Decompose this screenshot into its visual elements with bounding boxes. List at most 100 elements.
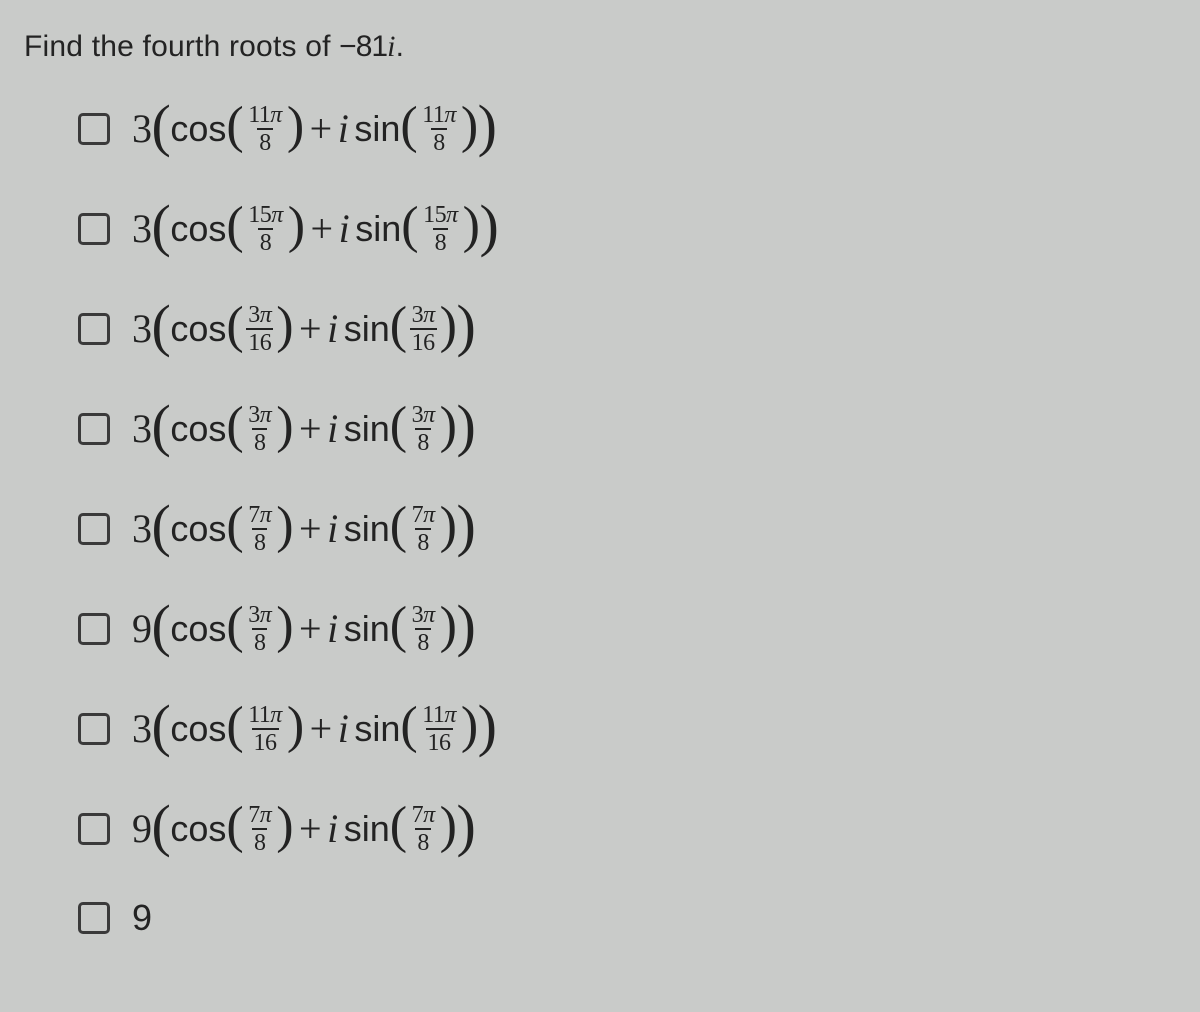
- paren-close: ): [478, 697, 497, 755]
- cos-label: cos: [170, 711, 226, 747]
- prompt-period: .: [396, 30, 405, 63]
- fraction-numerator: 15π: [421, 203, 460, 228]
- fraction: 3π8: [246, 603, 273, 655]
- answer-option: 3(cos(3π8) + isin(3π8)): [78, 400, 1176, 458]
- plus-sign: +: [299, 809, 321, 849]
- fraction-denominator: 8: [431, 128, 447, 155]
- paren-open: (: [152, 297, 171, 355]
- cos-label: cos: [170, 811, 226, 847]
- fraction: 3π16: [246, 303, 273, 355]
- fraction: 11π8: [420, 103, 458, 155]
- paren-open: (: [226, 300, 243, 352]
- paren-open: (: [390, 800, 407, 852]
- plain-value: 9: [132, 900, 152, 936]
- fraction: 7π8: [246, 503, 273, 555]
- paren-close: ): [456, 497, 475, 555]
- fraction-numerator: 3π: [246, 303, 273, 328]
- sin-label: sin: [354, 111, 400, 147]
- paren-open: (: [152, 597, 171, 655]
- answer-expression: 9: [132, 900, 152, 936]
- answer-expression: 9(cos(7π8) + isin(7π8)): [132, 800, 475, 858]
- paren-open: (: [226, 600, 243, 652]
- paren-open: (: [400, 700, 417, 752]
- plus-sign: +: [299, 609, 321, 649]
- paren-close: ): [456, 597, 475, 655]
- paren-close: ): [440, 800, 457, 852]
- option-checkbox[interactable]: [78, 513, 110, 545]
- paren-open: (: [400, 100, 417, 152]
- option-checkbox[interactable]: [78, 113, 110, 145]
- option-checkbox[interactable]: [78, 313, 110, 345]
- sin-label: sin: [344, 411, 390, 447]
- option-checkbox[interactable]: [78, 902, 110, 934]
- paren-close: ): [276, 300, 293, 352]
- imaginary-unit: i: [327, 809, 338, 849]
- answer-expression: 3(cos(3π16) + isin(3π16)): [132, 300, 475, 358]
- paren-open: (: [152, 497, 171, 555]
- fraction-numerator: 3π: [410, 403, 437, 428]
- coefficient: 3: [132, 309, 152, 349]
- fraction-denominator: 8: [252, 428, 268, 455]
- paren-open: (: [390, 300, 407, 352]
- fraction-denominator: 8: [415, 628, 431, 655]
- fraction-numerator: 7π: [246, 503, 273, 528]
- answer-expression: 3(cos(3π8) + isin(3π8)): [132, 400, 475, 458]
- prompt-ivar: i: [387, 30, 396, 63]
- paren-open: (: [152, 97, 171, 155]
- paren-open: (: [401, 200, 418, 252]
- paren-close: ): [288, 200, 305, 252]
- option-checkbox[interactable]: [78, 713, 110, 745]
- plus-sign: +: [311, 209, 333, 249]
- cos-label: cos: [170, 411, 226, 447]
- plus-sign: +: [310, 109, 332, 149]
- option-checkbox[interactable]: [78, 413, 110, 445]
- fraction-numerator: 15π: [246, 203, 285, 228]
- answer-expression: 9(cos(3π8) + isin(3π8)): [132, 600, 475, 658]
- paren-open: (: [226, 500, 243, 552]
- paren-close: ): [456, 797, 475, 855]
- cos-label: cos: [170, 511, 226, 547]
- paren-open: (: [152, 797, 171, 855]
- paren-open: (: [226, 400, 243, 452]
- paren-close: ): [276, 500, 293, 552]
- plus-sign: +: [299, 409, 321, 449]
- coefficient: 3: [132, 109, 152, 149]
- answer-option: 3(cos(15π8) + isin(15π8)): [78, 200, 1176, 258]
- coefficient: 3: [132, 409, 152, 449]
- paren-open: (: [152, 197, 171, 255]
- option-checkbox[interactable]: [78, 213, 110, 245]
- paren-close: ): [478, 97, 497, 155]
- answer-option: 3(cos(11π16) + isin(11π16)): [78, 700, 1176, 758]
- paren-close: ): [440, 500, 457, 552]
- fraction-denominator: 16: [252, 728, 279, 755]
- fraction-numerator: 7π: [246, 803, 273, 828]
- imaginary-unit: i: [327, 509, 338, 549]
- fraction-numerator: 3π: [410, 303, 437, 328]
- paren-close: ): [461, 100, 478, 152]
- coefficient: 9: [132, 609, 152, 649]
- fraction: 11π16: [246, 703, 284, 755]
- paren-open: (: [226, 100, 243, 152]
- fraction: 15π8: [421, 203, 460, 255]
- fraction: 11π8: [246, 103, 284, 155]
- paren-open: (: [390, 400, 407, 452]
- paren-open: (: [390, 500, 407, 552]
- option-checkbox[interactable]: [78, 813, 110, 845]
- paren-close: ): [456, 397, 475, 455]
- paren-close: ): [479, 197, 498, 255]
- cos-label: cos: [170, 211, 226, 247]
- answer-option: 9: [78, 900, 1176, 936]
- option-checkbox[interactable]: [78, 613, 110, 645]
- fraction-denominator: 8: [252, 828, 268, 855]
- answer-option: 9(cos(3π8) + isin(3π8)): [78, 600, 1176, 658]
- fraction-numerator: 3π: [246, 403, 273, 428]
- answer-option: 3(cos(7π8) + isin(7π8)): [78, 500, 1176, 558]
- fraction-numerator: 3π: [410, 603, 437, 628]
- fraction-denominator: 16: [410, 328, 437, 355]
- cos-label: cos: [170, 611, 226, 647]
- worksheet: Find the fourth roots of −81i. 3(cos(11π…: [0, 0, 1200, 1008]
- fraction-denominator: 16: [426, 728, 453, 755]
- fraction-denominator: 8: [252, 628, 268, 655]
- fraction-denominator: 8: [415, 828, 431, 855]
- plus-sign: +: [299, 509, 321, 549]
